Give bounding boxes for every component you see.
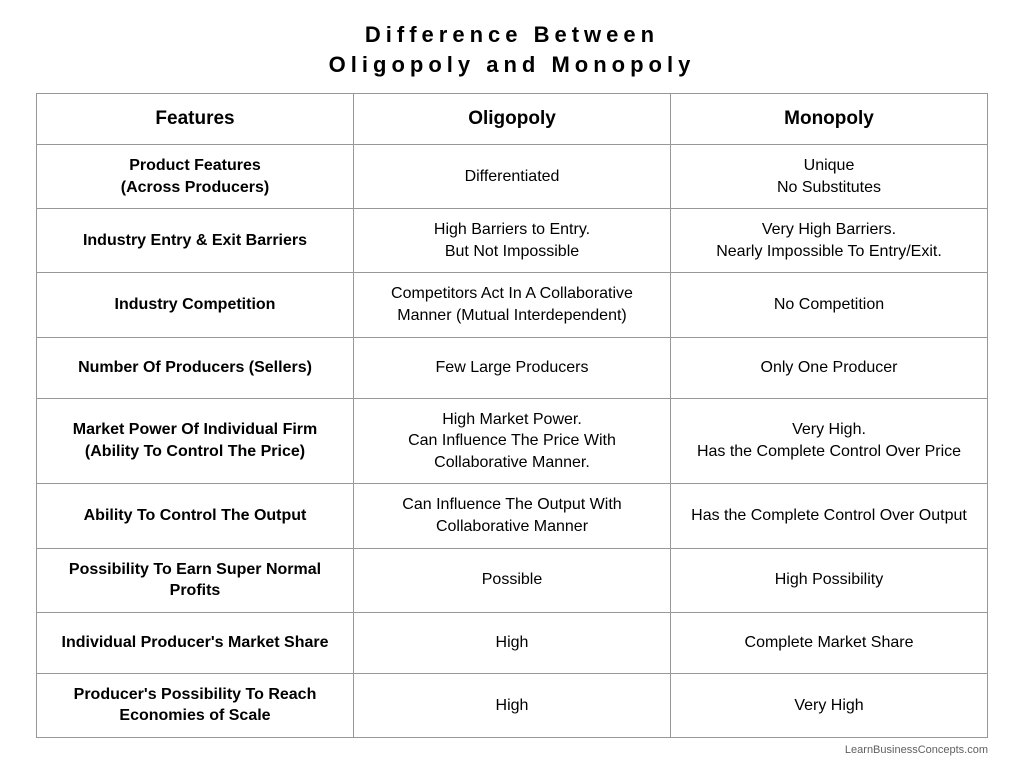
- oligopoly-cell: Competitors Act In A Collaborative Manne…: [354, 273, 671, 337]
- table-row: Ability To Control The OutputCan Influen…: [37, 484, 988, 548]
- oligopoly-cell: Few Large Producers: [354, 337, 671, 398]
- page-title: Difference Between Oligopoly and Monopol…: [36, 20, 988, 79]
- table-row: Industry CompetitionCompetitors Act In A…: [37, 273, 988, 337]
- table-row: Product Features(Across Producers)Differ…: [37, 145, 988, 209]
- monopoly-cell: Complete Market Share: [671, 612, 988, 673]
- feature-cell: Number Of Producers (Sellers): [37, 337, 354, 398]
- table-row: Number Of Producers (Sellers)Few Large P…: [37, 337, 988, 398]
- oligopoly-cell: Can Influence The Output With Collaborat…: [354, 484, 671, 548]
- feature-cell: Industry Entry & Exit Barriers: [37, 209, 354, 273]
- table-row: Market Power Of Individual Firm(Ability …: [37, 398, 988, 484]
- col-features: Features: [37, 94, 354, 145]
- monopoly-cell: Very High: [671, 673, 988, 737]
- table-row: Industry Entry & Exit BarriersHigh Barri…: [37, 209, 988, 273]
- table-header-row: Features Oligopoly Monopoly: [37, 94, 988, 145]
- attribution-text: LearnBusinessConcepts.com: [845, 744, 988, 756]
- feature-cell: Industry Competition: [37, 273, 354, 337]
- table-row: Possibility To Earn Super Normal Profits…: [37, 548, 988, 612]
- monopoly-cell: Very High.Has the Complete Control Over …: [671, 398, 988, 484]
- monopoly-cell: UniqueNo Substitutes: [671, 145, 988, 209]
- table-body: Product Features(Across Producers)Differ…: [37, 145, 988, 738]
- table-row: Producer's Possibility To Reach Economie…: [37, 673, 988, 737]
- title-line-1: Difference Between: [365, 22, 659, 47]
- col-monopoly: Monopoly: [671, 94, 988, 145]
- monopoly-cell: Has the Complete Control Over Output: [671, 484, 988, 548]
- oligopoly-cell: High: [354, 673, 671, 737]
- comparison-table: Features Oligopoly Monopoly Product Feat…: [36, 93, 988, 738]
- feature-cell: Product Features(Across Producers): [37, 145, 354, 209]
- monopoly-cell: No Competition: [671, 273, 988, 337]
- oligopoly-cell: Differentiated: [354, 145, 671, 209]
- title-line-2: Oligopoly and Monopoly: [329, 52, 696, 77]
- feature-cell: Producer's Possibility To Reach Economie…: [37, 673, 354, 737]
- table-row: Individual Producer's Market ShareHighCo…: [37, 612, 988, 673]
- oligopoly-cell: High Market Power.Can Influence The Pric…: [354, 398, 671, 484]
- monopoly-cell: High Possibility: [671, 548, 988, 612]
- feature-cell: Market Power Of Individual Firm(Ability …: [37, 398, 354, 484]
- monopoly-cell: Only One Producer: [671, 337, 988, 398]
- oligopoly-cell: Possible: [354, 548, 671, 612]
- oligopoly-cell: High: [354, 612, 671, 673]
- monopoly-cell: Very High Barriers.Nearly Impossible To …: [671, 209, 988, 273]
- feature-cell: Individual Producer's Market Share: [37, 612, 354, 673]
- feature-cell: Possibility To Earn Super Normal Profits: [37, 548, 354, 612]
- feature-cell: Ability To Control The Output: [37, 484, 354, 548]
- oligopoly-cell: High Barriers to Entry.But Not Impossibl…: [354, 209, 671, 273]
- col-oligopoly: Oligopoly: [354, 94, 671, 145]
